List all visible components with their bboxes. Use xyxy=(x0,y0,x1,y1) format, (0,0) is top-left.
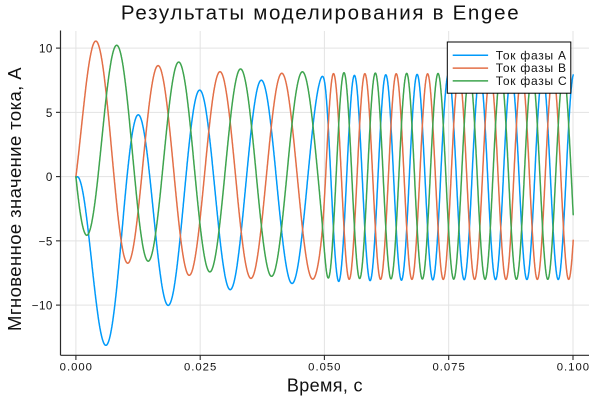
svg-text:Ток фазы B: Ток фазы B xyxy=(496,61,567,75)
svg-text:10: 10 xyxy=(39,43,53,56)
svg-text:Ток фазы C: Ток фазы C xyxy=(496,74,568,88)
svg-text:0.025: 0.025 xyxy=(184,361,217,373)
svg-text:0: 0 xyxy=(46,171,53,184)
svg-text:0.000: 0.000 xyxy=(60,361,93,373)
svg-text:0.100: 0.100 xyxy=(557,361,590,373)
svg-text:Время, с: Время, с xyxy=(287,375,363,395)
svg-text:−5: −5 xyxy=(39,235,53,248)
svg-text:0.050: 0.050 xyxy=(308,361,341,373)
svg-text:Ток фазы А: Ток фазы А xyxy=(496,48,567,62)
svg-text:−10: −10 xyxy=(32,300,53,313)
svg-text:Мгновенное значение тока, А: Мгновенное значение тока, А xyxy=(4,67,25,331)
svg-text:5: 5 xyxy=(46,107,53,120)
svg-text:0.075: 0.075 xyxy=(432,361,465,373)
svg-text:Результаты моделирования в Eng: Результаты моделирования в Engee xyxy=(121,2,521,25)
